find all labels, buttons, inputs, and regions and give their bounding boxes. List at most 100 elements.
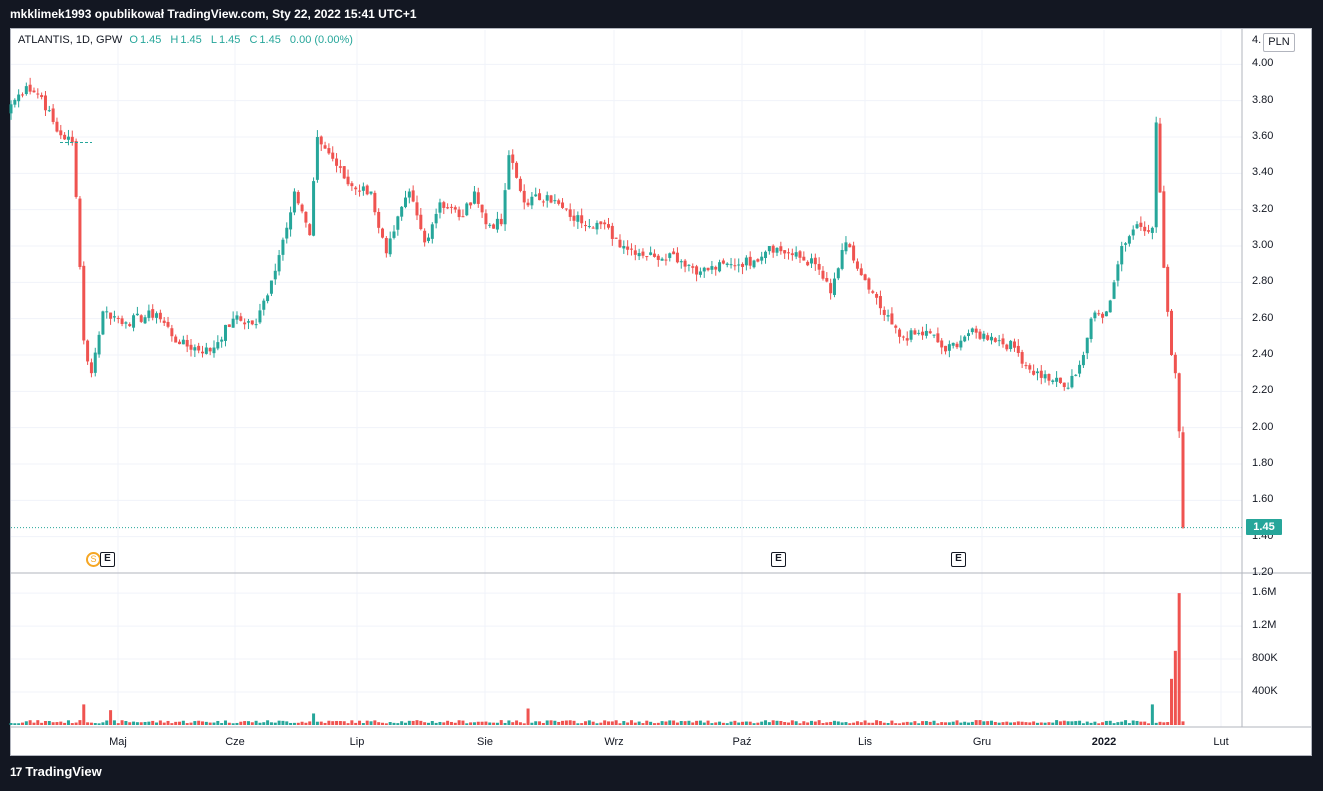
volume-bar xyxy=(507,720,511,725)
candle-body xyxy=(124,322,128,324)
volume-bar xyxy=(790,720,794,725)
candle-body xyxy=(848,244,852,248)
candle-body xyxy=(51,108,55,122)
candle-body xyxy=(438,202,442,213)
candle-body xyxy=(737,264,741,266)
earnings-marker-icon[interactable]: E xyxy=(771,552,786,567)
candle-body xyxy=(963,336,967,342)
volume-bar xyxy=(472,722,476,725)
candle-body xyxy=(767,246,771,252)
volume-bar xyxy=(155,722,159,725)
volume-bar xyxy=(174,721,178,725)
candle-body xyxy=(254,324,258,326)
candle-body xyxy=(476,192,480,204)
volume-bar xyxy=(905,721,909,725)
candle-body xyxy=(576,215,580,222)
volume-bar xyxy=(603,720,607,725)
candle-body xyxy=(63,134,67,140)
volume-bar xyxy=(1112,723,1116,725)
volume-bar xyxy=(894,723,898,725)
dividend-marker-icon[interactable]: S xyxy=(86,552,101,567)
candle-body xyxy=(603,222,607,225)
volume-bar xyxy=(369,721,373,725)
candle-body xyxy=(721,260,725,264)
candle-body xyxy=(32,90,36,93)
volume-bar xyxy=(20,722,24,725)
chart-panel[interactable] xyxy=(10,28,1312,756)
volume-bar xyxy=(277,720,281,725)
ohlc-legend: ATLANTIS, 1D, GPW O 1.45 H 1.45 L 1.45 C 1.4… xyxy=(18,34,353,46)
candle-body xyxy=(783,250,787,254)
candle-body xyxy=(993,338,997,342)
candle-body xyxy=(128,324,132,327)
volume-bar xyxy=(840,722,844,725)
volume-bar xyxy=(779,720,783,725)
currency-button[interactable]: PLN xyxy=(1263,33,1295,52)
volume-bar xyxy=(794,721,798,725)
volume-bar xyxy=(1116,722,1120,725)
candle-body xyxy=(109,312,113,319)
candle-body xyxy=(687,264,691,266)
candle-body xyxy=(193,347,197,351)
volume-bar xyxy=(1135,720,1139,725)
candle-body xyxy=(1112,282,1116,299)
volume-bar xyxy=(220,723,224,725)
tradingview-logo[interactable]: 17 TradingView xyxy=(10,764,102,779)
candle-body xyxy=(419,214,423,230)
candle-body xyxy=(223,324,227,341)
candle-body xyxy=(170,328,174,337)
candle-body xyxy=(346,176,350,185)
volume-bar xyxy=(1016,721,1020,725)
candle-body xyxy=(844,242,848,252)
candle-body xyxy=(748,256,752,266)
volume-bar xyxy=(764,720,768,725)
candle-body xyxy=(266,295,270,302)
volume-bar xyxy=(756,722,760,725)
volume-bar xyxy=(289,722,293,725)
volume-bar xyxy=(767,722,771,725)
volume-bar xyxy=(626,722,630,725)
volume-bar xyxy=(292,722,296,725)
candle-body xyxy=(1162,191,1166,268)
volume-bar xyxy=(1108,720,1112,725)
candle-body xyxy=(74,141,78,197)
candle-body xyxy=(216,342,220,349)
candle-body xyxy=(526,202,530,206)
volume-bar xyxy=(430,721,434,725)
volume-bar xyxy=(273,722,277,725)
volume-bar xyxy=(235,722,239,725)
candle-body xyxy=(741,263,745,267)
candle-body xyxy=(821,270,825,279)
candle-body xyxy=(944,345,948,352)
volume-bar xyxy=(227,722,231,725)
volume-bar xyxy=(47,721,51,725)
candle-body xyxy=(886,315,890,317)
earnings-marker-icon[interactable]: E xyxy=(100,552,115,567)
symbol-label[interactable]: ATLANTIS, 1D, GPW xyxy=(18,34,123,46)
candle-body xyxy=(1104,311,1108,317)
volume-bar xyxy=(243,721,247,725)
volume-bar xyxy=(93,723,97,725)
candle-body xyxy=(20,94,24,96)
candle-body xyxy=(989,336,993,341)
candle-body xyxy=(1177,373,1181,432)
volume-bar xyxy=(1089,722,1093,725)
candle-body xyxy=(1016,345,1020,354)
volume-bar xyxy=(43,721,47,725)
earnings-marker-icon[interactable]: E xyxy=(951,552,966,567)
candle-body xyxy=(645,256,649,258)
volume-bar xyxy=(511,722,515,725)
volume-bar xyxy=(197,720,201,725)
volume-bar xyxy=(331,721,335,725)
candle-body xyxy=(806,261,810,266)
volume-bar xyxy=(691,722,695,725)
volume-bar xyxy=(373,720,377,725)
volume-bar xyxy=(538,721,542,725)
price-tick-label: 3.80 xyxy=(1252,93,1274,106)
volume-bar xyxy=(350,720,354,725)
candle-body xyxy=(342,166,346,179)
candle-body xyxy=(878,296,882,309)
candle-body xyxy=(733,265,737,267)
candle-body xyxy=(729,264,733,266)
